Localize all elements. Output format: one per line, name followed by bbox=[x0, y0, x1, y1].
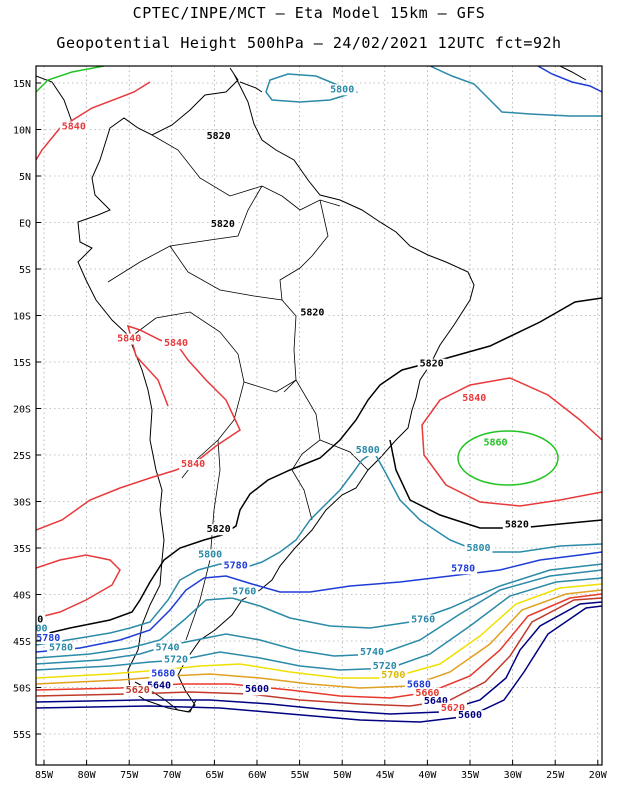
contour-label: 5740 bbox=[360, 647, 384, 658]
contour-label: 5800 bbox=[330, 84, 354, 95]
contour-label: 5600 bbox=[245, 684, 269, 695]
lon-tick-label: 55W bbox=[291, 770, 310, 781]
contour-label: 5780 bbox=[224, 560, 248, 571]
contour-label: 5820 bbox=[207, 131, 231, 142]
lat-tick-label: 5N bbox=[19, 172, 31, 183]
lon-tick-label: 85W bbox=[35, 770, 54, 781]
contour-label: 5820 bbox=[505, 520, 529, 531]
contour-label: 5640 bbox=[424, 696, 448, 707]
contour-label: 5680 bbox=[151, 668, 175, 679]
contour-label: 5780 bbox=[451, 563, 475, 574]
contour-label: 5800 bbox=[23, 624, 47, 635]
lat-tick-label: 15S bbox=[13, 358, 31, 369]
contour-label: 5620 bbox=[441, 703, 465, 714]
contour-label: 5820 bbox=[19, 614, 43, 625]
lat-tick-label: 35S bbox=[13, 544, 31, 555]
lon-tick-label: 65W bbox=[205, 770, 224, 781]
contour-label: 5740 bbox=[155, 642, 179, 653]
contour-label: 5620 bbox=[126, 685, 150, 696]
contour-label: 5780 bbox=[36, 633, 60, 644]
lon-tick-label: 20W bbox=[589, 770, 608, 781]
lat-tick-label: 10N bbox=[13, 126, 31, 137]
lon-tick-label: 70W bbox=[163, 770, 182, 781]
lon-tick-label: 75W bbox=[120, 770, 139, 781]
contour-label: 5700 bbox=[381, 670, 405, 681]
lat-tick-label: 5S bbox=[19, 265, 31, 276]
lon-tick-label: 50W bbox=[333, 770, 352, 781]
contour-label: 5820 bbox=[211, 219, 235, 230]
lon-tick-label: 60W bbox=[248, 770, 267, 781]
lat-tick-label: 10S bbox=[13, 312, 31, 323]
lon-tick-label: 80W bbox=[78, 770, 97, 781]
contour-label: 5780 bbox=[49, 642, 73, 653]
lon-tick-label: 30W bbox=[504, 770, 523, 781]
grid-lines bbox=[36, 66, 602, 765]
contour-label: 5840 bbox=[62, 122, 86, 133]
lat-tick-label: 25S bbox=[13, 451, 31, 462]
lat-tick-label: 55S bbox=[13, 730, 31, 741]
contour-label: 5660 bbox=[415, 688, 439, 699]
contour-label: 5800 bbox=[466, 543, 490, 554]
lat-tick-label: 15N bbox=[13, 79, 31, 90]
contour-label: 5680 bbox=[407, 680, 431, 691]
contour-label: 5820 bbox=[300, 308, 324, 319]
contour-label: 5800 bbox=[198, 549, 222, 560]
lat-tick-label: 50S bbox=[13, 684, 31, 695]
contour-label: 5800 bbox=[356, 445, 380, 456]
lat-tick-label: 30S bbox=[13, 498, 31, 509]
lon-tick-label: 40W bbox=[418, 770, 437, 781]
contour-label: 5820 bbox=[420, 359, 444, 370]
lat-tick-label: 20S bbox=[13, 405, 31, 416]
lat-tick-label: 45S bbox=[13, 637, 31, 648]
lon-tick-label: 45W bbox=[376, 770, 395, 781]
contour-label: 5820 bbox=[207, 524, 231, 535]
contour-label: 5860 bbox=[484, 438, 508, 449]
map-frame bbox=[35, 65, 603, 766]
lat-tick-label: EQ bbox=[19, 219, 31, 230]
contour-label: 5640 bbox=[147, 680, 171, 691]
lat-tick-label: 40S bbox=[13, 591, 31, 602]
lon-tick-label: 25W bbox=[546, 770, 565, 781]
contour-label: 5720 bbox=[164, 654, 188, 665]
contour-label: 5760 bbox=[411, 614, 435, 625]
contour-label: 5720 bbox=[373, 661, 397, 672]
contour-label: 5840 bbox=[462, 393, 486, 404]
contour-label: 5760 bbox=[232, 587, 256, 598]
map-title: CPTEC/INPE/MCT – Eta Model 15km – GFS bbox=[132, 4, 486, 22]
contour-label: 5600 bbox=[458, 710, 482, 721]
lon-tick-label: 35W bbox=[461, 770, 480, 781]
contours bbox=[36, 66, 602, 723]
map-subtitle: Geopotential Height 500hPa – 24/02/2021 … bbox=[56, 34, 562, 52]
contour-label: 5840 bbox=[181, 459, 205, 470]
contour-label: 5840 bbox=[164, 338, 188, 349]
contour-label: 5840 bbox=[117, 334, 141, 345]
